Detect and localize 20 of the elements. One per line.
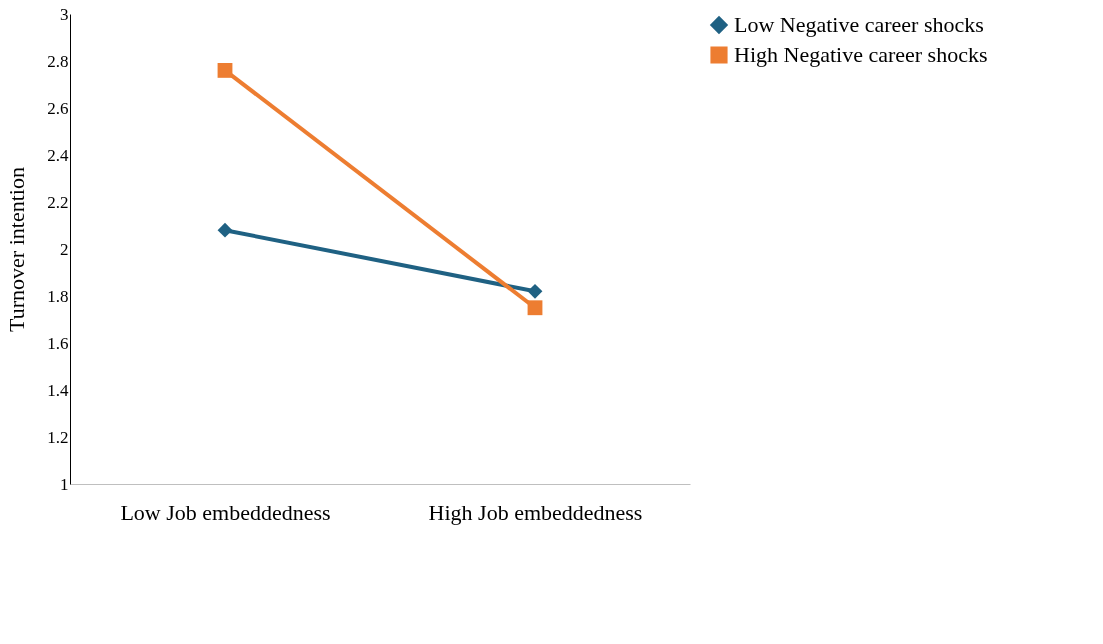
point [527, 300, 543, 316]
x-tick-label: Low Job embeddedness [120, 499, 331, 525]
point [527, 283, 543, 299]
y-tick-label: 1.4 [47, 380, 69, 400]
y-tick-label: 1 [60, 474, 69, 494]
y-tick-label: 3 [60, 4, 69, 24]
x-tick-label: High Job embeddedness [428, 499, 643, 525]
y-tick-label: 2 [60, 239, 69, 259]
y-tick-label: 2.8 [47, 51, 69, 71]
legend-label: Low Negative career shocks [734, 12, 984, 37]
y-tick-label: 2.2 [47, 192, 69, 212]
point [217, 222, 233, 238]
y-axis-title: Turnover intention [4, 167, 30, 332]
y-tick-label: 1.2 [47, 427, 69, 447]
y-tick-label: 2.4 [47, 145, 69, 165]
point [217, 62, 233, 78]
y-tick-label: 1.6 [47, 333, 69, 353]
y-tick-label: 2.6 [47, 98, 69, 118]
legend-label: High Negative career shocks [734, 42, 988, 67]
y-tick-label: 1.8 [47, 286, 69, 306]
